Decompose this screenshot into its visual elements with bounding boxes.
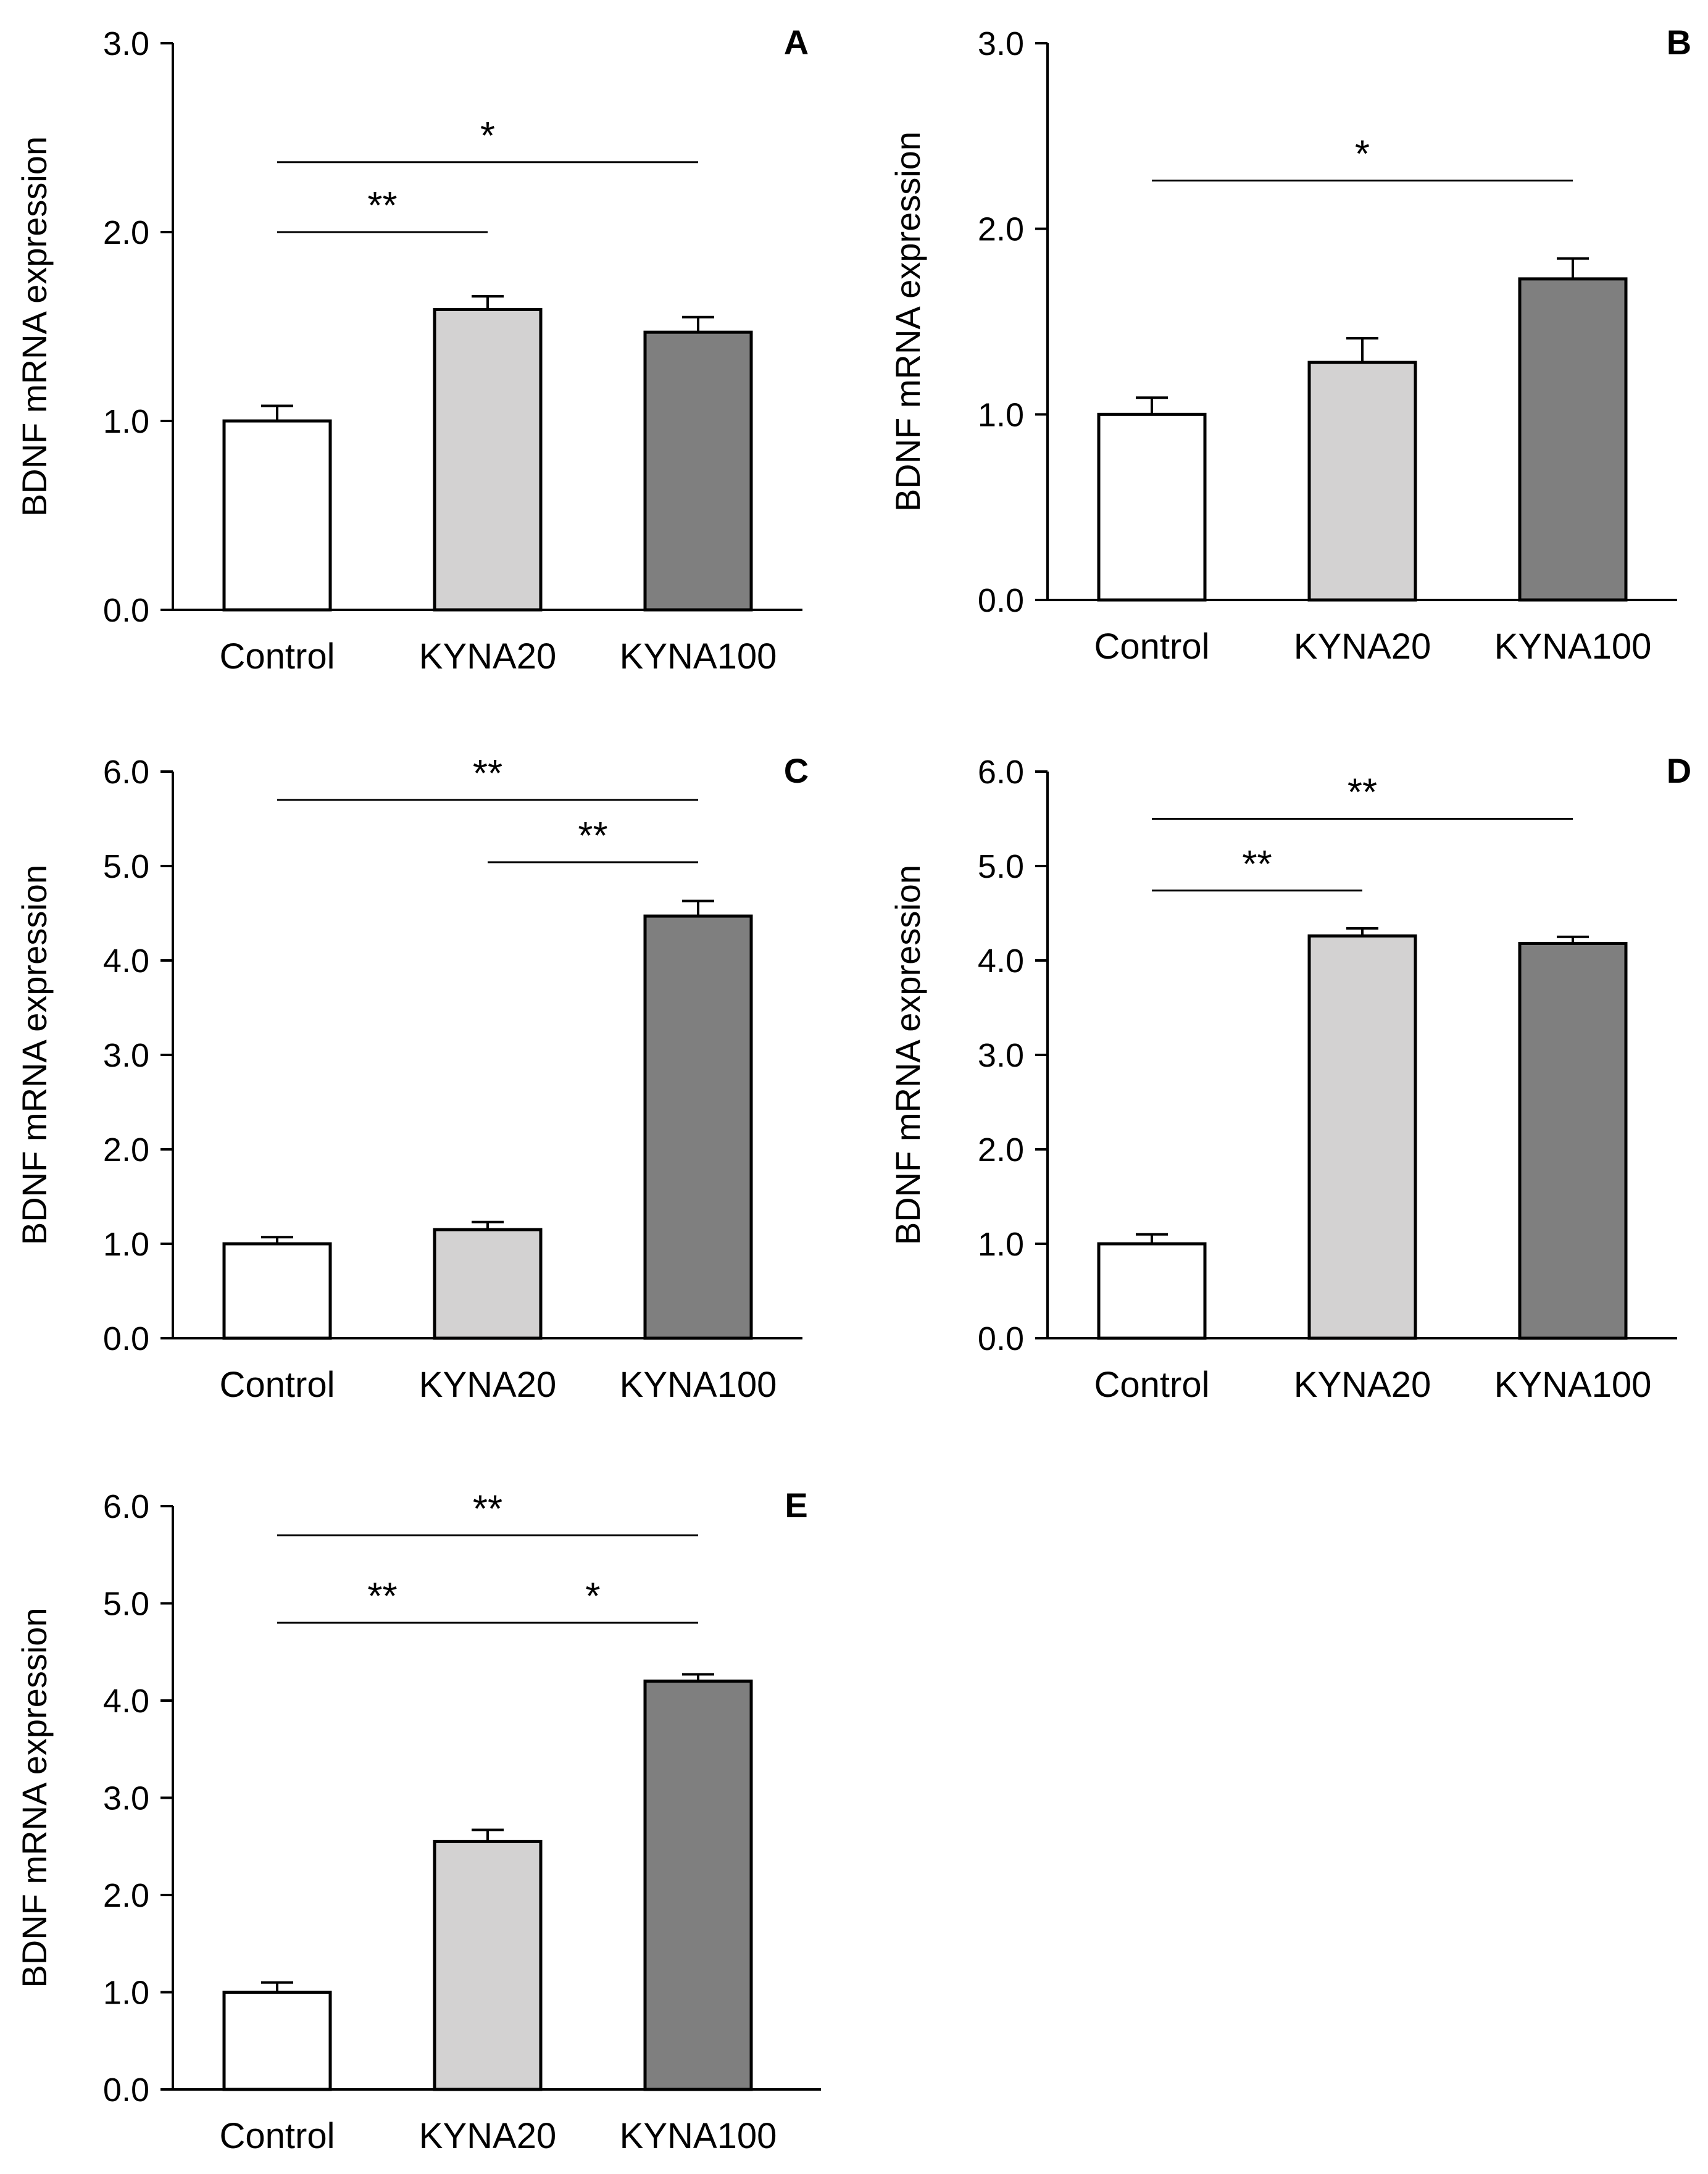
panel-a-ytick-label: 1.0 (103, 403, 149, 440)
panel-c-ytick-label: 1.0 (103, 1226, 149, 1263)
panel-e-ytick-label: 3.0 (103, 1780, 149, 1817)
panel-e-ytick-label: 4.0 (103, 1683, 149, 1720)
panel-e-category-label: Control (220, 2116, 335, 2156)
panel-c-ytick-label: 4.0 (103, 943, 149, 980)
panel-e-bar-kyna20 (433, 1839, 543, 2091)
panel-c-bar-kyna20 (433, 1228, 543, 1340)
panel-a: 0.0 1.0 2.0 3.0 BDNF mRNA expression Control K… (15, 23, 809, 677)
panel-c-letter: C (784, 751, 809, 790)
panel-e-category-label: KYNA100 (620, 2116, 777, 2156)
panel-b-category-label: KYNA100 (1494, 627, 1652, 667)
panel-e-bar-kyna100 (643, 1680, 753, 2091)
panel-d-letter: D (1667, 751, 1691, 790)
panel-d-significance-label: ** (1242, 843, 1272, 886)
panel-d-significance-label: ** (1348, 772, 1377, 814)
panel-d-bar-kyna20 (1307, 934, 1417, 1340)
panel-d-ytick-label: 3.0 (978, 1037, 1024, 1074)
panel-a-ytick-label: 2.0 (103, 214, 149, 251)
panel-c-significance-label: ** (578, 815, 607, 857)
panel-a-category-label: KYNA100 (620, 636, 777, 677)
panel-d-category-label: KYNA100 (1494, 1365, 1652, 1405)
panel-a-bar-control (222, 419, 332, 612)
panel-e-ytick-label: 5.0 (103, 1586, 149, 1623)
panel-c-category-label: Control (220, 1365, 335, 1405)
panel-e-significance-label: ** (473, 1488, 502, 1530)
panel-c-category-label: KYNA20 (419, 1365, 556, 1405)
panel-c-y-axis-title: BDNF mRNA expression (15, 865, 54, 1245)
panel-a-ytick-label: 3.0 (103, 25, 149, 62)
panel-b-significance-label: * (1355, 133, 1370, 175)
panel-a-significance-label: * (480, 115, 495, 157)
panel-d-y-axis-title: BDNF mRNA expression (888, 865, 927, 1245)
panel-a-category-label: KYNA20 (419, 636, 556, 677)
panel-c-ytick-label: 3.0 (103, 1037, 149, 1074)
panel-e-y-axis-title: BDNF mRNA expression (15, 1607, 54, 1988)
panel-c-bar-control (222, 1242, 332, 1340)
panel-c: 0.0 1.0 2.0 3.0 4.0 5.0 6.0 BDNF mRNA expressio… (15, 751, 809, 1405)
panel-e-ytick-label: 2.0 (103, 1877, 149, 1914)
panel-c-bar-kyna100 (643, 914, 753, 1340)
panel-e-letter: E (785, 1486, 807, 1525)
panel-a-y-axis-title: BDNF mRNA expression (15, 136, 54, 517)
panel-b-category-label: KYNA20 (1294, 627, 1431, 667)
panel-d-bar-control (1097, 1242, 1207, 1340)
panel-d: 0.0 1.0 2.0 3.0 4.0 5.0 6.0 BDNF mRNA expressio… (888, 751, 1691, 1405)
panel-e-significance-label: * (585, 1575, 600, 1618)
panel-c-ytick-label: 0.0 (103, 1320, 149, 1357)
panel-b-letter: B (1667, 23, 1691, 62)
panel-e-ytick-label: 0.0 (103, 2072, 149, 2109)
panel-e-ytick-label: 6.0 (103, 1488, 149, 1525)
panel-b-bar-kyna100 (1518, 277, 1628, 602)
panel-d-ytick-label: 6.0 (978, 754, 1024, 791)
panel-b-bar-kyna20 (1307, 360, 1417, 602)
panel-b: 0.0 1.0 2.0 3.0 BDNF mRNA expression Control K… (888, 23, 1691, 667)
panel-e-category-label: KYNA20 (419, 2116, 556, 2156)
panel-d-ytick-label: 1.0 (978, 1226, 1024, 1263)
panel-b-ytick-label: 2.0 (978, 211, 1024, 248)
panel-d-ytick-label: 4.0 (978, 943, 1024, 980)
panel-a-letter: A (784, 23, 809, 62)
panel-a-bar-kyna100 (643, 330, 753, 612)
panel-c-ytick-label: 2.0 (103, 1131, 149, 1168)
panel-d-ytick-label: 5.0 (978, 848, 1024, 885)
panel-e-bar-control (222, 1991, 332, 2091)
panel-c-significance-label: ** (473, 752, 502, 795)
panel-a-bar-kyna20 (433, 307, 543, 612)
panel-d-bar-kyna100 (1518, 941, 1628, 1340)
panel-b-category-label: Control (1094, 627, 1210, 667)
panel-e: 0.0 1.0 2.0 3.0 4.0 5.0 6.0 BDNF mRNA expressio… (15, 1486, 821, 2156)
panel-a-significance-label: ** (367, 185, 397, 227)
panel-c-ytick-label: 6.0 (103, 754, 149, 791)
panel-d-category-label: KYNA20 (1294, 1365, 1431, 1405)
panel-b-y-axis-title: BDNF mRNA expression (888, 131, 927, 512)
panel-a-category-label: Control (220, 636, 335, 677)
panel-b-ytick-label: 1.0 (978, 396, 1024, 433)
panel-b-ytick-label: 3.0 (978, 25, 1024, 62)
panel-d-ytick-label: 0.0 (978, 1320, 1024, 1357)
panel-c-ytick-label: 5.0 (103, 848, 149, 885)
panel-a-ytick-label: 0.0 (103, 592, 149, 629)
panel-b-ytick-label: 0.0 (978, 582, 1024, 619)
panel-d-ytick-label: 2.0 (978, 1131, 1024, 1168)
panel-c-category-label: KYNA100 (620, 1365, 777, 1405)
panel-d-category-label: Control (1094, 1365, 1210, 1405)
panel-b-bar-control (1097, 412, 1207, 602)
panel-e-ytick-label: 1.0 (103, 1975, 149, 2012)
panel-e-significance-label: ** (367, 1575, 397, 1618)
